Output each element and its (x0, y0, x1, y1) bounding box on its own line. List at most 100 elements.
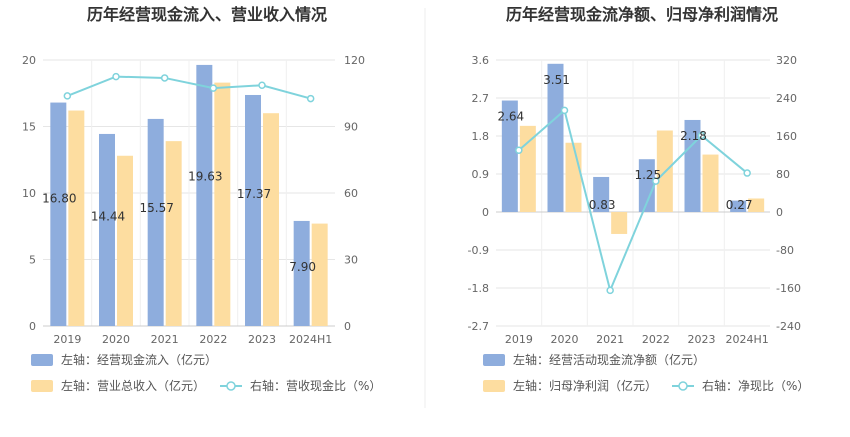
bar-secondary (165, 141, 182, 326)
bar-primary (501, 100, 518, 212)
ratio-point (112, 72, 120, 81)
bar-primary (50, 102, 67, 326)
chart-title: 历年经营现金流入、营业收入情况 (87, 5, 327, 24)
ratio-point (560, 106, 569, 115)
bar-secondary (702, 154, 719, 212)
y-right-tick-label: 30 (344, 254, 358, 267)
bar-secondary (311, 223, 328, 326)
ratio-line (518, 108, 748, 294)
legend-swatch (31, 354, 53, 366)
x-tick-label: 2022 (642, 333, 670, 346)
y-right-tick-label: 90 (344, 121, 358, 134)
legend-swatch (483, 354, 505, 366)
y-left-tick-label: 20 (22, 54, 36, 67)
x-tick-label: 2022 (199, 333, 227, 346)
x-tick-label: 2021 (151, 333, 179, 346)
bar-secondary (519, 125, 536, 212)
bar-primary (245, 94, 261, 326)
data-label: 16.80 (42, 191, 76, 205)
y-right-tick-label: -160 (776, 282, 801, 295)
y-left-tick-label: 3.6 (472, 54, 490, 67)
ratio-point (515, 146, 523, 154)
y-right-tick-label: 0 (776, 206, 783, 219)
y-left-tick-label: -2.7 (468, 320, 489, 333)
x-tick-label: 2024H1 (289, 333, 332, 346)
y-left-tick-label: 1.8 (472, 130, 490, 143)
ratio-point (209, 84, 218, 92)
y-right-tick-label: 240 (776, 92, 797, 105)
ratio-line (66, 75, 311, 100)
legend-label: 左轴：营业总收入（亿元） (61, 378, 205, 393)
y-left-tick-label: 0 (482, 206, 489, 219)
ratio-point (258, 81, 266, 90)
legend-label: 右轴：净现比（%） (702, 378, 809, 393)
x-tick-label: 2020 (551, 333, 579, 346)
bar-secondary (263, 113, 279, 326)
data-label: 0.27 (726, 198, 753, 212)
ratio-point (652, 177, 660, 185)
data-label: 3.51 (543, 73, 570, 87)
bar-secondary (214, 82, 231, 326)
legend-label: 左轴：经营活动现金流净额（亿元） (513, 352, 705, 367)
data-label: 1.25 (634, 168, 661, 182)
ratio-point (160, 74, 169, 82)
ratio-point (63, 92, 72, 100)
y-right-tick-label: -80 (776, 244, 794, 257)
ratio-point (697, 131, 706, 140)
bar-primary (99, 133, 115, 326)
data-label: 19.63 (188, 170, 222, 184)
ratio-point (743, 169, 751, 177)
data-label: 7.90 (289, 260, 316, 274)
x-tick-label: 2020 (102, 333, 130, 346)
bar-primary (293, 220, 310, 326)
bar-secondary (748, 198, 765, 212)
bar-primary (638, 159, 655, 212)
legend-label: 左轴：归母净利润（亿元） (513, 378, 657, 393)
chart-title: 历年经营现金流净额、归母净利润情况 (506, 5, 778, 24)
data-label: 15.57 (139, 201, 173, 215)
x-tick-label: 2021 (596, 333, 624, 346)
ratio-point (606, 286, 614, 295)
legend-swatch (31, 380, 53, 392)
legend-line-marker (226, 381, 236, 391)
data-label: 2.18 (680, 129, 707, 143)
bar-secondary (611, 212, 628, 234)
y-right-tick-label: 320 (776, 54, 797, 67)
y-right-tick-label: 120 (344, 54, 365, 67)
bar-primary (547, 63, 564, 212)
chart-cashflow-inflow-revenue: 历年经营现金流入、营业收入情况 0 5 10 15 20 0 30 60 90 120 2019 202… (22, 5, 381, 393)
x-tick-label: 2023 (688, 333, 716, 346)
bar-secondary (68, 110, 85, 326)
bar-primary (147, 118, 164, 326)
y-right-tick-label: 0 (344, 320, 351, 333)
legend-line-marker (678, 381, 688, 391)
data-label: 17.37 (237, 187, 271, 201)
y-right-tick-label: -240 (776, 320, 801, 333)
bar-primary (730, 200, 747, 212)
y-left-tick-label: 5 (29, 254, 36, 267)
y-left-tick-label: 2.7 (472, 92, 490, 105)
y-right-tick-label: 80 (776, 168, 790, 181)
chart-net-cashflow-net-profit: 历年经营现金流净额、归母净利润情况 -2.7 -1.8 -0.9 0 0.9 1.8 2.7 3… (468, 5, 810, 393)
ratio-point (306, 94, 315, 103)
y-left-tick-label: 0.9 (472, 168, 490, 181)
legend-label: 右轴：营收现金比（%） (250, 378, 381, 393)
y-left-tick-label: 10 (22, 187, 36, 200)
y-left-tick-label: -1.8 (468, 282, 489, 295)
bar-primary (593, 176, 610, 212)
bar-primary (684, 119, 701, 212)
bar-primary (196, 64, 213, 327)
legend-swatch (483, 380, 505, 392)
x-tick-label: 2019 (53, 333, 81, 346)
x-tick-label: 2019 (505, 333, 533, 346)
data-label: 0.83 (589, 198, 616, 212)
legend-label: 左轴：经营现金流入（亿元） (61, 352, 217, 367)
x-tick-label: 2023 (248, 333, 276, 346)
x-tick-label: 2024H1 (726, 333, 769, 346)
bar-secondary (565, 142, 582, 212)
y-right-tick-label: 60 (344, 187, 358, 200)
data-label: 14.44 (91, 210, 125, 224)
y-left-tick-label: 15 (22, 121, 36, 134)
